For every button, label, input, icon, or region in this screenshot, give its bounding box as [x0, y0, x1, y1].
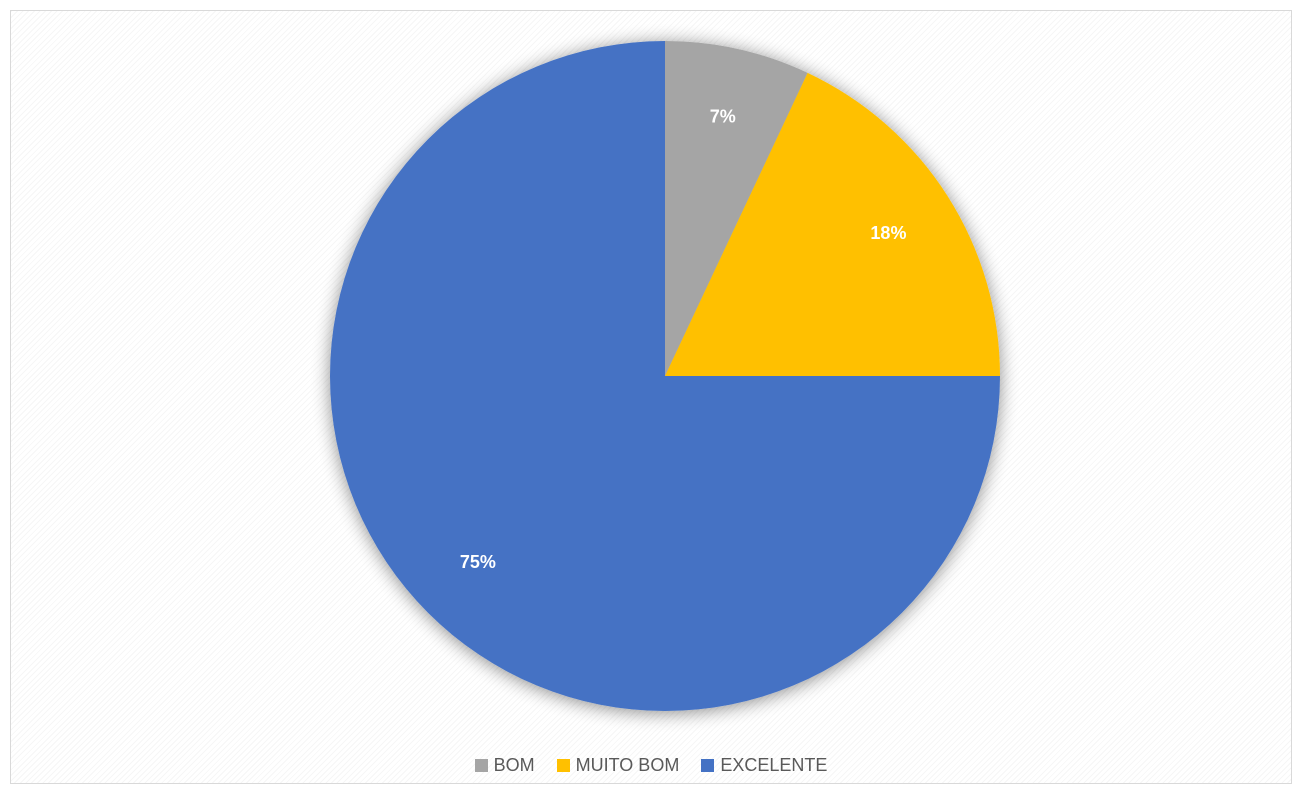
legend-swatch-muito-bom: [556, 759, 570, 772]
slice-label-muito-bom: 18%: [870, 223, 906, 243]
legend-label-excelente: EXCELENTE: [720, 755, 828, 775]
legend: BOM MUITO BOM EXCELENTE: [11, 755, 1291, 776]
pie-chart: 7% 18% 75%: [330, 41, 1000, 711]
legend-item-muito-bom: MUITO BOM: [556, 755, 680, 776]
slice-label-excelente: 75%: [460, 552, 496, 572]
legend-label-muito-bom: MUITO BOM: [575, 755, 680, 775]
pie-slice-bom: [665, 41, 808, 376]
legend-item-excelente: EXCELENTE: [701, 755, 827, 776]
slice-label-bom: 7%: [710, 106, 736, 126]
legend-label-bom: BOM: [493, 755, 535, 775]
pie-slice-excelente: [330, 41, 1000, 711]
pie-slice-muito-bom: [665, 72, 1000, 376]
legend-item-bom: BOM: [474, 755, 535, 776]
legend-swatch-bom: [474, 759, 488, 772]
chart-area: 7% 18% 75% BOM MUITO BOM EXCELENTE: [10, 10, 1292, 784]
legend-swatch-excelente: [701, 759, 715, 772]
